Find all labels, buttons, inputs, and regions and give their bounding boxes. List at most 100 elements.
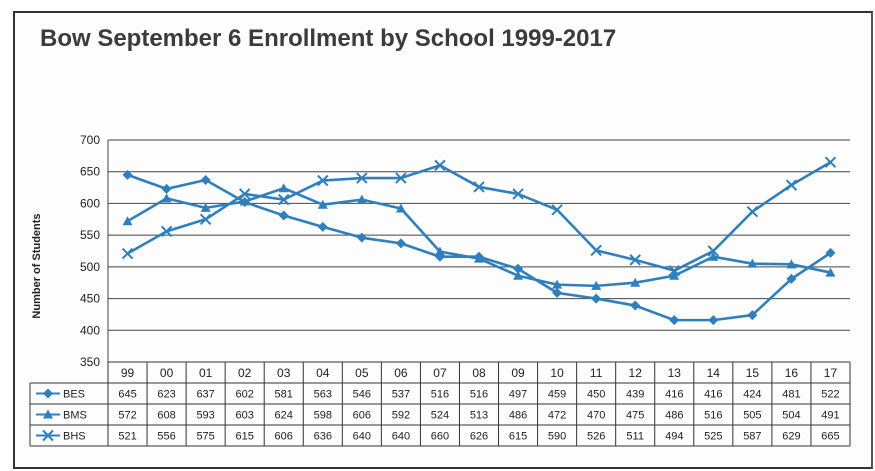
y-axis-title: Number of Students [31,213,43,318]
table-value-bms: 606 [353,410,371,422]
table-value-bms: 516 [704,410,722,422]
x-tick-label: 04 [316,366,330,380]
data-point-bes [317,221,328,232]
table-value-bes: 497 [509,389,527,401]
series-bhs [121,156,837,277]
table-value-bes: 516 [470,389,488,401]
data-point-bes [786,273,797,284]
data-point-bes [708,315,719,326]
data-point-bes [630,300,641,311]
table-value-bms: 598 [314,410,332,422]
data-point-bhs [317,174,329,187]
x-tick-label: 12 [629,366,643,380]
table-value-bes: 459 [548,389,566,401]
data-point-bes [669,315,680,326]
table-value-bhs: 590 [548,431,566,443]
y-tick-label: 550 [80,228,100,242]
data-point-bms [161,193,172,203]
data-point-bes [825,247,836,258]
y-tick-label: 350 [80,355,100,369]
table-value-bms: 504 [782,410,800,422]
legend-key-marker-bms [43,409,53,419]
series-bms [122,183,836,290]
x-tick-label: 05 [355,366,369,380]
x-tick-label: 09 [511,366,525,380]
x-tick-label: 01 [199,366,213,380]
table-value-bms: 475 [626,410,644,422]
data-point-bhs [824,156,837,168]
data-point-bhs [356,172,368,184]
table-value-bes: 439 [626,389,644,401]
table-value-bms: 491 [821,410,839,422]
x-tick-label: 99 [121,366,135,380]
series-bes [122,169,836,326]
x-tick-label: 10 [550,366,564,380]
data-point-bms [786,259,797,269]
data-point-bhs [395,172,407,184]
data-point-bes [395,238,406,249]
table-value-bhs: 587 [743,431,761,443]
table-value-bms: 624 [275,410,293,422]
table-value-bes: 416 [665,389,683,401]
data-point-bes [552,287,563,298]
data-point-bhs [434,159,446,172]
table-value-bhs: 636 [314,431,332,443]
table-value-bes: 424 [743,389,761,401]
x-tick-label: 00 [160,366,174,380]
data-point-bhs [121,247,134,260]
legend-key-marker-bhs [42,429,54,442]
table-value-bes: 602 [236,389,254,401]
x-tick-label: 16 [785,366,799,380]
table-value-bhs: 615 [509,431,527,443]
table-value-bms: 486 [509,410,527,422]
data-point-bhs [590,244,602,257]
table-value-bes: 546 [353,389,371,401]
data-point-bes [591,293,602,304]
table-value-bms: 593 [196,410,214,422]
legend-label-bes: BES [63,389,85,401]
data-point-bms [434,246,445,256]
table-value-bes: 416 [704,389,722,401]
data-point-bhs [278,193,290,206]
data-point-bes [513,263,524,274]
data-point-bms [591,280,602,290]
chart-title: Bow September 6 Enrollment by School 199… [40,25,617,52]
data-point-bhs [629,254,641,266]
x-tick-label: 13 [668,366,682,380]
table-value-bhs: 526 [587,431,605,443]
table-value-bes: 522 [821,389,839,401]
data-point-bes [122,169,133,180]
x-tick-label: 17 [824,366,838,380]
data-point-bhs [160,225,173,238]
table-value-bhs: 525 [704,431,722,443]
data-point-bms [356,194,367,204]
table-value-bhs: 629 [782,431,800,443]
table-value-bms: 486 [665,410,683,422]
table-value-bms: 592 [392,410,410,422]
table-value-bes: 581 [275,389,293,401]
data-point-bms [278,183,289,193]
data-point-bms [239,196,250,206]
table-value-bes: 450 [587,389,605,401]
table-value-bms: 572 [118,410,136,422]
x-tick-label: 15 [746,366,760,380]
table-value-bhs: 640 [353,431,371,443]
data-point-bms [708,251,719,261]
x-tick-label: 02 [238,366,252,380]
data-point-bms [825,267,836,277]
table-value-bms: 513 [470,410,488,422]
data-point-bhs [746,205,759,218]
table-value-bhs: 615 [236,431,254,443]
table-value-bms: 524 [431,410,449,422]
data-point-bes [278,210,289,221]
data-point-bms [395,203,406,213]
x-tick-label: 06 [394,366,408,380]
x-tick-label: 11 [590,366,603,380]
table-value-bhs: 640 [392,431,410,443]
y-tick-label: 600 [80,196,100,210]
y-tick-label: 450 [80,292,100,306]
data-point-bes [356,232,367,243]
chart-frame [13,11,873,469]
table-value-bms: 472 [548,410,566,422]
